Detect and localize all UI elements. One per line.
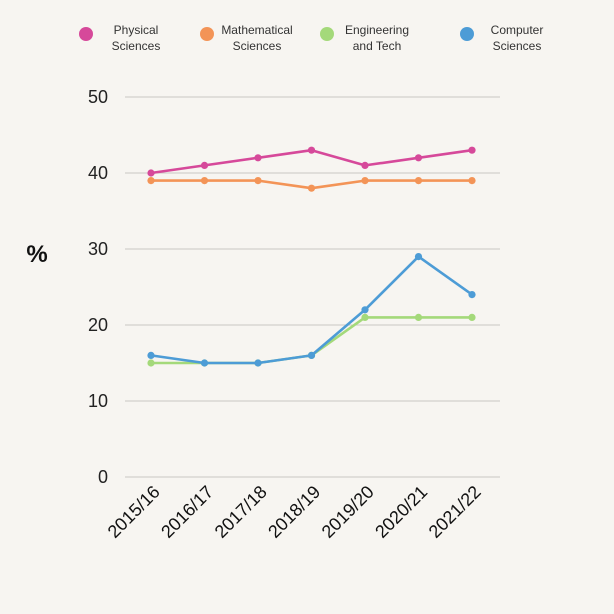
data-point: [468, 313, 476, 321]
x-tick-label: 2021/22: [425, 482, 485, 542]
data-point: [414, 313, 423, 321]
legend-marker: [460, 27, 474, 41]
legend-item: Engineering and Tech: [320, 23, 409, 53]
data-point: [254, 154, 262, 162]
series-lines: [147, 146, 476, 367]
x-tick-label: 2019/20: [318, 482, 378, 542]
legend-marker: [200, 27, 214, 41]
legend-label: Engineering: [345, 23, 409, 37]
data-point: [307, 184, 316, 192]
legend-label: and Tech: [353, 39, 402, 53]
y-tick-label: 40: [88, 163, 108, 183]
legend-item: Mathematical Sciences: [200, 23, 293, 53]
x-tick-label: 2016/17: [157, 482, 217, 542]
data-point: [468, 146, 476, 154]
data-point: [414, 253, 423, 261]
x-axis-ticks: 2015/162016/172017/182018/192019/202020/…: [104, 482, 485, 542]
x-tick-label: 2020/21: [371, 482, 431, 542]
legend-label: Sciences: [233, 39, 282, 53]
legend-marker: [79, 27, 93, 41]
legend-label: Sciences: [493, 39, 542, 53]
data-point: [468, 291, 476, 299]
data-point: [414, 154, 423, 162]
data-point: [361, 161, 369, 169]
data-point: [147, 359, 155, 367]
x-tick-label: 2017/18: [211, 482, 271, 542]
data-point: [468, 177, 476, 185]
legend-label: Computer: [491, 23, 544, 37]
y-tick-label: 50: [88, 87, 108, 107]
legend-marker: [320, 27, 334, 41]
y-axis-label: %: [26, 241, 47, 268]
legend-label: Sciences: [112, 39, 161, 53]
data-point: [200, 161, 209, 169]
x-tick-label: 2015/16: [104, 482, 164, 542]
legend-label: Physical: [114, 23, 159, 37]
y-tick-label: 0: [98, 467, 108, 487]
data-point: [200, 359, 209, 367]
y-tick-label: 20: [88, 315, 108, 335]
series-computer-sciences: [147, 253, 476, 367]
gridlines: [125, 96, 500, 478]
data-point: [200, 177, 209, 185]
data-point: [361, 177, 369, 185]
series-mathematical-sciences: [147, 177, 476, 192]
x-tick-label: 2018/19: [264, 482, 324, 542]
data-point: [254, 359, 262, 367]
y-tick-label: 30: [88, 239, 108, 259]
data-point: [361, 306, 369, 314]
data-point: [307, 351, 316, 359]
series-physical-sciences: [147, 146, 476, 177]
y-tick-label: 10: [88, 391, 108, 411]
data-point: [147, 169, 155, 177]
data-point: [147, 177, 155, 185]
legend: Physical Sciences Mathematical Sciences Engi…: [79, 23, 543, 53]
data-point: [414, 177, 423, 185]
y-axis-ticks: 0 10 20 30 40 50: [88, 87, 108, 487]
data-point: [254, 177, 262, 185]
data-point: [307, 146, 316, 154]
legend-item: Computer Sciences: [460, 23, 543, 53]
data-point: [147, 351, 155, 359]
legend-label: Mathematical: [221, 23, 292, 37]
legend-item: Physical Sciences: [79, 23, 160, 53]
series-line: [149, 255, 474, 365]
data-point: [361, 313, 369, 321]
